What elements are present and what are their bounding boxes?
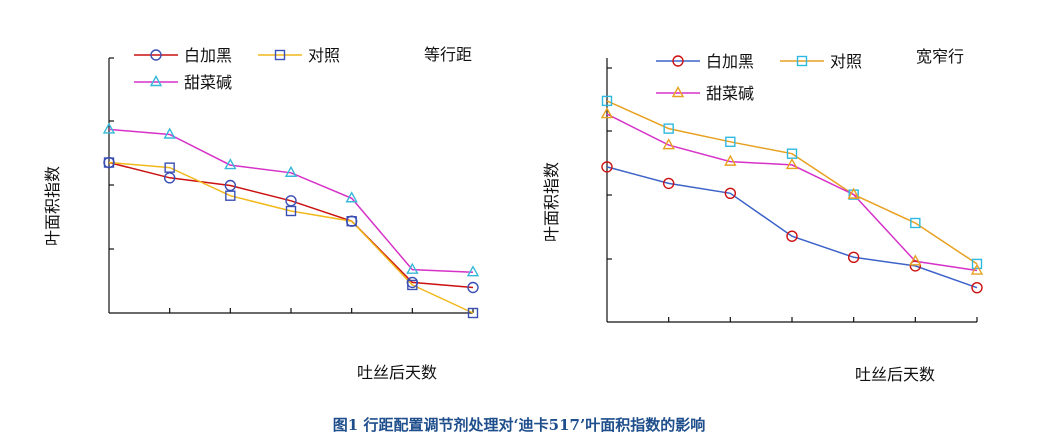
series-line-2 <box>108 128 474 273</box>
data-point-2-4 <box>847 187 860 199</box>
data-point-0-5 <box>909 260 922 272</box>
chart-title: 宽窄行 <box>916 47 964 66</box>
data-point-1-6 <box>467 307 479 319</box>
data-point-2-2 <box>724 154 737 166</box>
data-point-1-5 <box>910 217 921 229</box>
legend-swatch-marker <box>671 86 685 98</box>
series-group <box>600 95 984 294</box>
legend-label: 白加黑 <box>706 52 754 71</box>
series-group <box>102 122 480 319</box>
legend-item-1: 对照 <box>780 52 862 71</box>
data-point-2-2 <box>224 158 237 170</box>
series-line-0 <box>108 161 474 289</box>
legend-swatch-marker <box>149 75 163 87</box>
x-axis-label: 吐丝后天数 <box>855 365 935 384</box>
data-point-1-1 <box>164 162 175 173</box>
y-ticks <box>109 57 114 250</box>
data-point-2-6 <box>466 265 480 277</box>
series-line-1 <box>606 100 978 265</box>
data-point-2-3 <box>785 157 799 170</box>
y-ticks <box>607 67 612 260</box>
x-ticks <box>668 317 978 322</box>
data-point-1-3 <box>285 205 297 217</box>
legend-label: 对照 <box>308 46 340 65</box>
legend-swatch-marker <box>672 55 684 67</box>
data-point-0-6 <box>971 281 983 294</box>
data-point-2-1 <box>662 138 675 150</box>
data-point-1-2 <box>725 136 736 148</box>
data-point-2-3 <box>284 165 298 177</box>
legend-label: 甜菜碱 <box>706 84 754 103</box>
x-ticks <box>169 308 474 313</box>
legend-item-0: 白加黑 <box>656 52 754 71</box>
legend-item-1: 对照 <box>258 46 340 65</box>
data-point-2-5 <box>406 262 419 274</box>
data-point-0-3 <box>786 230 798 242</box>
legend-label: 对照 <box>830 52 862 71</box>
data-point-1-2 <box>225 190 236 201</box>
data-point-1-0 <box>601 95 613 107</box>
y-axis-label: 叶面积指数 <box>43 166 62 246</box>
y-axis-label: 叶面积指数 <box>542 162 561 242</box>
legend-item-2: 甜菜碱 <box>656 84 754 103</box>
data-point-2-0 <box>600 107 614 119</box>
data-point-2-4 <box>345 191 358 203</box>
data-point-0-6 <box>467 281 479 294</box>
legend-item-0: 白加黑 <box>134 46 232 65</box>
legend-item-2: 甜菜碱 <box>134 73 232 92</box>
legend-swatch-marker <box>796 55 808 67</box>
figure-caption: 图1 行距配置调节剂处理对‘迪卡517’叶面积指数的影响 <box>332 416 706 434</box>
legend-label: 白加黑 <box>184 46 232 65</box>
data-point-1-4 <box>346 215 357 227</box>
series-line-2 <box>606 113 978 272</box>
data-point-1-1 <box>663 123 674 134</box>
data-point-2-1 <box>163 127 176 139</box>
data-point-1-0 <box>103 157 115 168</box>
data-point-2-0 <box>102 122 116 134</box>
data-point-1-6 <box>971 258 983 270</box>
data-point-0-2 <box>724 187 737 200</box>
x-axis-label: 吐丝后天数 <box>357 363 437 382</box>
series-line-1 <box>108 161 474 314</box>
data-point-2-5 <box>909 254 922 266</box>
data-point-0-4 <box>847 251 860 264</box>
legend-label: 甜菜碱 <box>184 73 232 92</box>
data-point-0-1 <box>662 177 675 190</box>
chart-title: 等行距 <box>424 45 472 64</box>
data-point-2-6 <box>970 263 984 275</box>
data-point-1-5 <box>407 279 418 291</box>
legend-swatch-marker <box>150 49 162 61</box>
legend-swatch-marker <box>274 49 286 61</box>
series-line-0 <box>606 166 978 289</box>
data-point-0-0 <box>601 161 613 173</box>
data-point-0-1 <box>163 172 176 184</box>
